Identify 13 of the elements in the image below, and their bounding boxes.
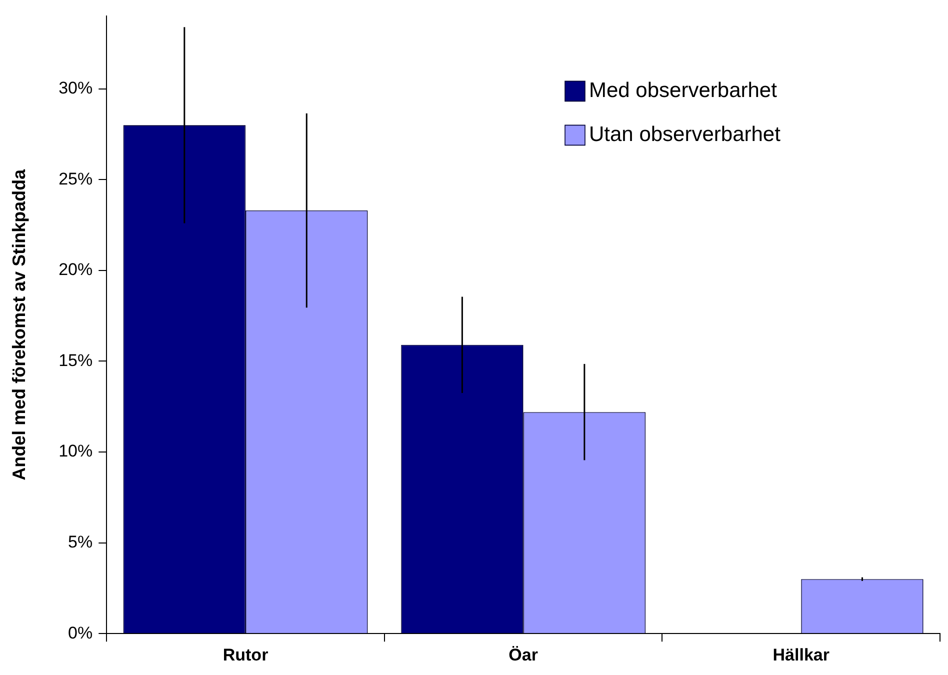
y-tick-label: 5% [68,532,93,552]
y-tick-label: 0% [68,623,93,642]
x-tick-label: Rutor [222,645,269,664]
x-tick-label: Öar [508,645,538,664]
y-tick-label: 20% [58,260,93,280]
y-tick-label: 25% [58,169,93,188]
y-tick-label: 15% [58,350,93,370]
y-tick-label: 30% [58,78,93,98]
legend-label: Utan observerbarhet [589,122,781,146]
y-tick-label: 10% [58,442,93,461]
y-axis-title: Andel med förekomst av Stinkpadda [8,168,29,480]
x-tick-label: Hällkar [772,645,830,664]
legend-label: Med observerbarhet [589,78,778,102]
